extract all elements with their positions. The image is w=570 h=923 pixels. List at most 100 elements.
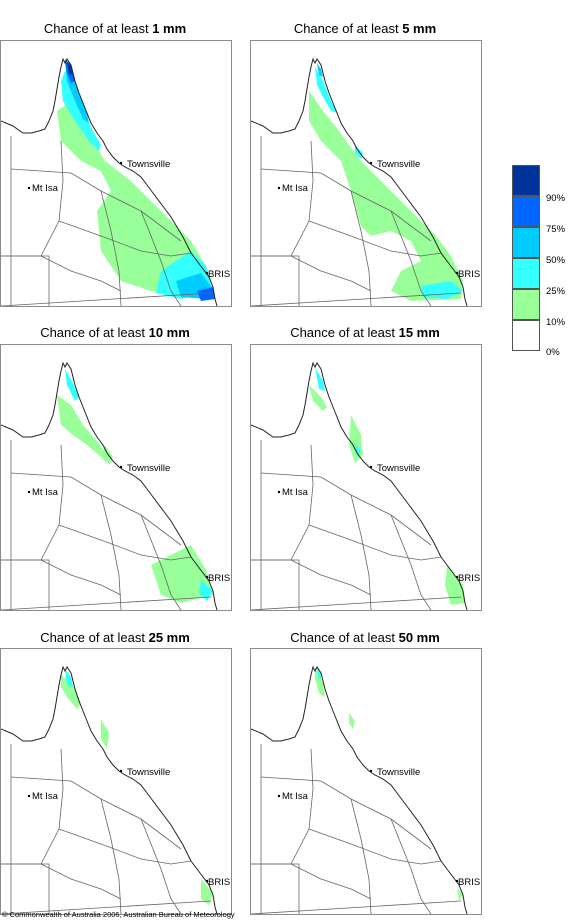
legend-swatch-0-10 xyxy=(512,320,540,351)
place-label-brisbane: BRIS xyxy=(208,877,230,888)
place-label-townsville: Townsville xyxy=(127,159,170,170)
legend-tick-90: 90% xyxy=(546,193,566,204)
land-area xyxy=(1,649,231,914)
probability-region-4 xyxy=(309,91,463,301)
probability-region-4 xyxy=(201,879,213,905)
place-dot-townsville xyxy=(369,161,373,165)
land-area xyxy=(251,345,481,610)
district-boundary xyxy=(390,514,432,610)
state-border xyxy=(1,863,50,914)
panel-title-10mm: Chance of at least 10 mm xyxy=(40,325,190,340)
map-svg: Townsville Mt Isa BRIS xyxy=(251,649,481,914)
legend-tick-10: 10% xyxy=(546,317,566,328)
state-border xyxy=(251,255,300,306)
district-boundary xyxy=(350,798,372,914)
legend-tick-0: 0% xyxy=(546,347,560,358)
place-label-mount_isa: Mt Isa xyxy=(282,791,309,802)
probability-region-4 xyxy=(57,101,213,296)
probability-region-0 xyxy=(67,61,73,75)
land-area xyxy=(1,345,231,610)
district-boundary xyxy=(308,828,442,865)
map-panel-10mm: Townsville Mt Isa BRIS xyxy=(0,344,232,611)
state-border xyxy=(251,559,300,610)
district-boundary xyxy=(140,818,182,914)
probability-region-3 xyxy=(315,367,325,391)
place-label-townsville: Townsville xyxy=(127,767,170,778)
district-boundary xyxy=(1,596,212,610)
legend-swatch-25-50 xyxy=(512,258,540,289)
place-label-brisbane: BRIS xyxy=(208,269,230,280)
state-border xyxy=(1,255,50,306)
panel-title-1mm: Chance of at least 1 mm xyxy=(43,21,187,36)
place-label-townsville: Townsville xyxy=(377,463,420,474)
threshold-value: 25 mm xyxy=(148,630,190,645)
district-boundary xyxy=(140,514,182,610)
district-boundary xyxy=(100,190,122,306)
district-boundary xyxy=(290,559,372,596)
place-label-brisbane: BRIS xyxy=(458,573,480,584)
district-boundary xyxy=(251,900,462,914)
probability-region-4 xyxy=(101,445,113,465)
probability-region-2 xyxy=(317,63,323,77)
district-boundary xyxy=(350,190,372,306)
place-label-mount_isa: Mt Isa xyxy=(282,183,309,194)
map-panel-15mm: Townsville Mt Isa BRIS xyxy=(250,344,482,611)
probability-region-4 xyxy=(315,667,325,697)
probability-region-4 xyxy=(457,887,463,901)
place-label-brisbane: BRIS xyxy=(208,573,230,584)
probability-region-4 xyxy=(101,719,109,749)
district-boundary xyxy=(58,524,192,561)
map-svg: Townsville Mt Isa BRIS xyxy=(1,649,231,914)
place-label-mount_isa: Mt Isa xyxy=(282,487,309,498)
panel-title-50mm: Chance of at least 50 mm xyxy=(290,630,440,645)
probability-region-4 xyxy=(61,675,81,709)
district-boundary xyxy=(308,220,442,257)
coastline xyxy=(251,361,468,610)
place-dot-townsville xyxy=(119,161,123,165)
legend-swatch-10-25 xyxy=(512,289,540,320)
district-boundary xyxy=(251,292,462,306)
coastline xyxy=(1,361,218,610)
place-dot-brisbane xyxy=(205,879,209,883)
district-boundary xyxy=(1,900,212,914)
state-border xyxy=(1,559,50,610)
map-svg: Townsville Mt Isa BRIS xyxy=(251,41,481,306)
copyright-text: Commonwealth of Australia 2006, Australi… xyxy=(9,910,235,919)
copyright-footer: © Commonwealth of Australia 2006, Austra… xyxy=(2,910,235,919)
coastline xyxy=(1,57,218,306)
probability-region-3 xyxy=(315,67,337,113)
coastline xyxy=(251,57,468,306)
panel-title-25mm: Chance of at least 25 mm xyxy=(40,630,190,645)
probability-region-3 xyxy=(317,667,321,679)
place-label-townsville: Townsville xyxy=(377,767,420,778)
district-boundary xyxy=(390,210,432,306)
place-label-mount_isa: Mt Isa xyxy=(32,487,59,498)
place-label-brisbane: BRIS xyxy=(458,269,480,280)
threshold-value: 1 mm xyxy=(152,21,187,36)
place-dot-townsville xyxy=(119,769,123,773)
place-label-townsville: Townsville xyxy=(377,159,420,170)
legend-tick-75: 75% xyxy=(546,224,566,235)
place-dot-brisbane xyxy=(455,271,459,275)
place-dot-brisbane xyxy=(455,879,459,883)
district-boundary xyxy=(350,494,372,610)
district-boundary xyxy=(290,863,372,900)
threshold-value: 5 mm xyxy=(402,21,437,36)
place-dot-townsville xyxy=(369,465,373,469)
place-dot-mount_isa xyxy=(277,490,281,494)
panel-title-15mm: Chance of at least 15 mm xyxy=(290,325,440,340)
threshold-value: 10 mm xyxy=(148,325,190,340)
panel-title-5mm: Chance of at least 5 mm xyxy=(293,21,437,36)
district-boundary xyxy=(100,798,122,914)
district-boundary xyxy=(290,255,372,292)
place-dot-townsville xyxy=(119,465,123,469)
legend-tick-50: 50% xyxy=(546,255,566,266)
legend-swatch-50-75 xyxy=(512,227,540,258)
threshold-value: 15 mm xyxy=(398,325,440,340)
coastline xyxy=(251,665,468,914)
district-boundary xyxy=(390,818,432,914)
district-boundary xyxy=(100,494,122,610)
place-dot-mount_isa xyxy=(27,186,31,190)
probability-region-3 xyxy=(199,580,213,601)
probability-region-4 xyxy=(445,565,465,605)
